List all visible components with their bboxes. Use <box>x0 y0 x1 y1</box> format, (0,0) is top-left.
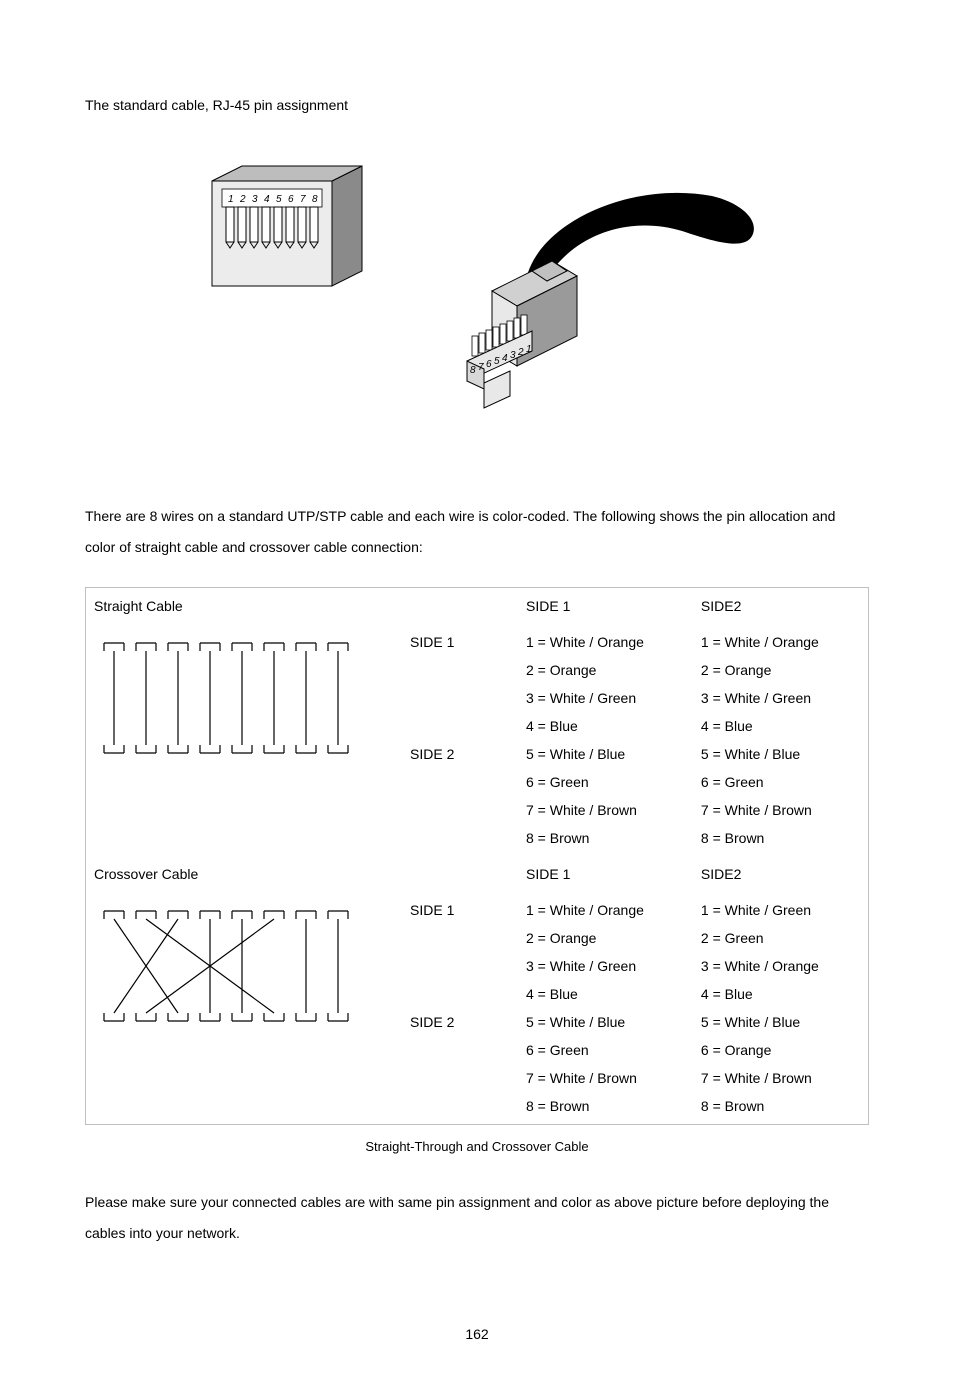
straight-side2-pins: 1 = White / Orange 2 = Orange 3 = White … <box>701 628 860 852</box>
straight-cable-title: Straight Cable <box>94 598 183 614</box>
straight-side2-label: SIDE 2 <box>410 740 510 768</box>
plug-tab <box>484 371 510 408</box>
crossover-top-pads <box>104 911 348 919</box>
straight-side1-label: SIDE 1 <box>410 628 510 656</box>
svg-text:4: 4 <box>264 194 270 205</box>
pin-table: Straight Cable SIDE 1 SIDE2 <box>85 587 869 1125</box>
body-text: There are 8 wires on a standard UTP/STP … <box>85 501 869 563</box>
svg-text:8: 8 <box>470 365 476 376</box>
straight-bottom-pads <box>104 745 348 753</box>
svg-text:3: 3 <box>252 194 258 205</box>
page-number: 162 <box>85 1319 869 1350</box>
svg-text:2: 2 <box>517 347 524 358</box>
svg-text:6: 6 <box>288 194 294 205</box>
straight-header-side1: SIDE 1 <box>526 598 570 614</box>
straight-side1-pins: 1 = White / Orange 2 = Orange 3 = White … <box>526 628 685 852</box>
svg-text:5: 5 <box>276 194 282 205</box>
straight-header-side2: SIDE2 <box>701 598 741 614</box>
page: The standard cable, RJ-45 pin assignment… <box>0 0 954 1389</box>
svg-text:1: 1 <box>228 194 234 205</box>
crossover-side2-label: SIDE 2 <box>410 1008 510 1036</box>
jack-label-strip <box>222 189 322 207</box>
jack-side <box>332 166 362 286</box>
crossover-wires <box>114 919 338 1013</box>
rj45-plug-figure: 8 7 6 5 4 3 2 1 <box>432 151 762 411</box>
svg-text:7: 7 <box>300 194 306 205</box>
straight-top-pads <box>104 643 348 651</box>
straight-wires <box>114 651 338 745</box>
svg-text:7: 7 <box>478 362 484 373</box>
crossover-header-side1: SIDE 1 <box>526 866 570 882</box>
crossover-bottom-pads <box>104 1013 348 1021</box>
svg-text:8: 8 <box>312 194 318 205</box>
svg-text:2: 2 <box>239 194 246 205</box>
svg-text:5: 5 <box>494 356 500 367</box>
svg-text:6: 6 <box>486 359 492 370</box>
crossover-cable-title: Crossover Cable <box>94 866 198 882</box>
svg-text:3: 3 <box>510 350 516 361</box>
table-caption: Straight-Through and Crossover Cable <box>85 1133 869 1162</box>
crossover-side2-pins: 1 = White / Green 2 = Green 3 = White / … <box>701 896 860 1120</box>
intro-text: The standard cable, RJ-45 pin assignment <box>85 90 869 121</box>
connector-figures: 1 2 3 4 5 6 7 8 <box>85 151 869 411</box>
straight-wiring-diagram <box>94 628 364 768</box>
crossover-header-side2: SIDE2 <box>701 866 741 882</box>
crossover-side1-pins: 1 = White / Orange 2 = Orange 3 = White … <box>526 896 685 1120</box>
footer-note: Please make sure your connected cables a… <box>85 1187 869 1249</box>
rj45-jack-figure: 1 2 3 4 5 6 7 8 <box>192 151 372 311</box>
crossover-side1-label: SIDE 1 <box>410 896 510 924</box>
crossover-wiring-diagram <box>94 896 364 1036</box>
svg-text:1: 1 <box>526 344 532 355</box>
svg-text:4: 4 <box>502 353 508 364</box>
